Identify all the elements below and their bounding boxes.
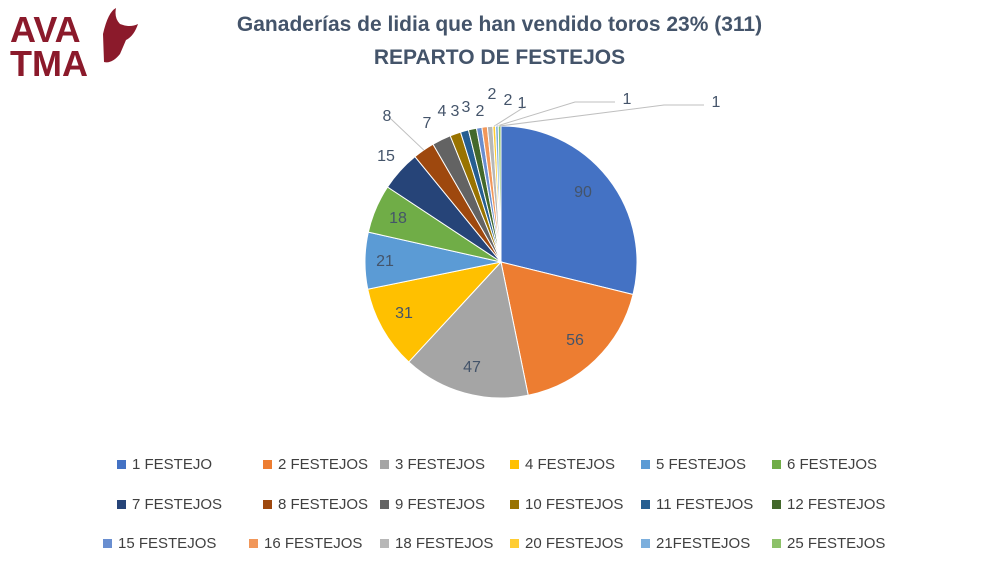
pie-slice [500, 261, 634, 396]
legend-item: 4 FESTEJOS [510, 456, 615, 473]
pie-slice [500, 125, 638, 296]
legend-item: 1 FESTEJO [117, 456, 212, 473]
data-label: 56 [566, 332, 584, 349]
data-label: 7 [423, 115, 432, 132]
legend-label: 5 FESTEJOS [656, 456, 747, 473]
legend-item: 12 FESTEJOS [772, 496, 885, 513]
legend-label: 18 FESTEJOS [395, 535, 494, 552]
legend-label: 20 FESTEJOS [525, 535, 624, 552]
svg-text:AVA: AVA [10, 9, 81, 50]
data-label: 1 [518, 95, 527, 112]
legend-item: 16 FESTEJOS [249, 535, 362, 552]
legend-marker [117, 500, 126, 509]
leader-line [493, 105, 527, 127]
legend-marker [249, 539, 258, 548]
data-label: 4 [438, 103, 447, 120]
legend-label: 8 FESTEJOS [278, 496, 369, 513]
legend-item: 3 FESTEJOS [380, 456, 485, 473]
legend-marker [380, 539, 389, 548]
legend-label: 11 FESTEJOS [656, 496, 754, 513]
legend-label: 1 FESTEJO [132, 456, 213, 473]
chart-subtitle: REPARTO DE FESTEJOS [373, 46, 626, 69]
legend-item: 20 FESTEJOS [510, 535, 623, 552]
legend-marker [263, 460, 272, 469]
legend-label: 6 FESTEJOS [787, 456, 878, 473]
svg-text:TMA: TMA [10, 43, 88, 79]
leader-line [390, 118, 425, 151]
legend-marker [510, 460, 519, 469]
legend-item: 9 FESTEJOS [380, 496, 485, 513]
pie-slice [367, 261, 503, 363]
legend-item: 5 FESTEJOS [641, 456, 746, 473]
legend-item: 11 FESTEJOS [641, 496, 753, 513]
legend-marker [380, 460, 389, 469]
data-label: 1 [712, 94, 721, 111]
legend-label: 12 FESTEJOS [787, 496, 886, 513]
data-label: 2 [476, 103, 485, 120]
legend-label: 15 FESTEJOS [118, 535, 217, 552]
data-label: 8 [383, 108, 392, 125]
legend-marker [641, 500, 650, 509]
legend-label: 4 FESTEJOS [525, 456, 616, 473]
legend-label: 7 FESTEJOS [132, 496, 223, 513]
legend-item: 21FESTEJOS [641, 535, 750, 552]
leader-line [499, 104, 704, 127]
legend-item: 15 FESTEJOS [103, 535, 216, 552]
legend-label: 9 FESTEJOS [395, 496, 486, 513]
legend-item: 2 FESTEJOS [263, 456, 368, 473]
legend-item: 10 FESTEJOS [510, 496, 623, 513]
legend-marker [510, 500, 519, 509]
data-label: 21 [376, 253, 394, 270]
pie-slice [408, 260, 529, 399]
data-label: 2 [488, 86, 497, 103]
legend-marker [641, 539, 650, 548]
legend-marker [641, 460, 650, 469]
legend-label: 16 FESTEJOS [264, 535, 363, 552]
avatma-logo: AVA TMA [10, 8, 138, 79]
legend-marker [772, 500, 781, 509]
data-label: 15 [377, 148, 395, 165]
legend-item: 25 FESTEJOS [772, 535, 885, 552]
legend-marker [103, 539, 112, 548]
data-label: 3 [462, 99, 471, 116]
legend-marker [772, 460, 781, 469]
legend-item: 6 FESTEJOS [772, 456, 877, 473]
legend-label: 10 FESTEJOS [525, 496, 624, 513]
legend-label: 21FESTEJOS [656, 535, 751, 552]
legend-item: 7 FESTEJOS [117, 496, 222, 513]
legend-label: 3 FESTEJOS [395, 456, 486, 473]
leader-line [496, 101, 615, 127]
chart-title: Ganaderías de lidia que han vendido toro… [236, 13, 763, 36]
data-label: 90 [574, 184, 592, 201]
legend-marker [263, 500, 272, 509]
data-label: 2 [504, 92, 513, 109]
data-label: 18 [389, 210, 407, 227]
data-label: 3 [451, 103, 460, 120]
legend-item: 8 FESTEJOS [263, 496, 368, 513]
legend-marker [772, 539, 781, 548]
data-label: 1 [623, 91, 632, 108]
legend-item: 18 FESTEJOS [380, 535, 493, 552]
legend-marker [117, 460, 126, 469]
data-label: 31 [395, 305, 413, 322]
legend-marker [380, 500, 389, 509]
legend-label: 2 FESTEJOS [278, 456, 369, 473]
legend-marker [510, 539, 519, 548]
data-label: 47 [463, 359, 481, 376]
legend-label: 25 FESTEJOS [787, 535, 886, 552]
